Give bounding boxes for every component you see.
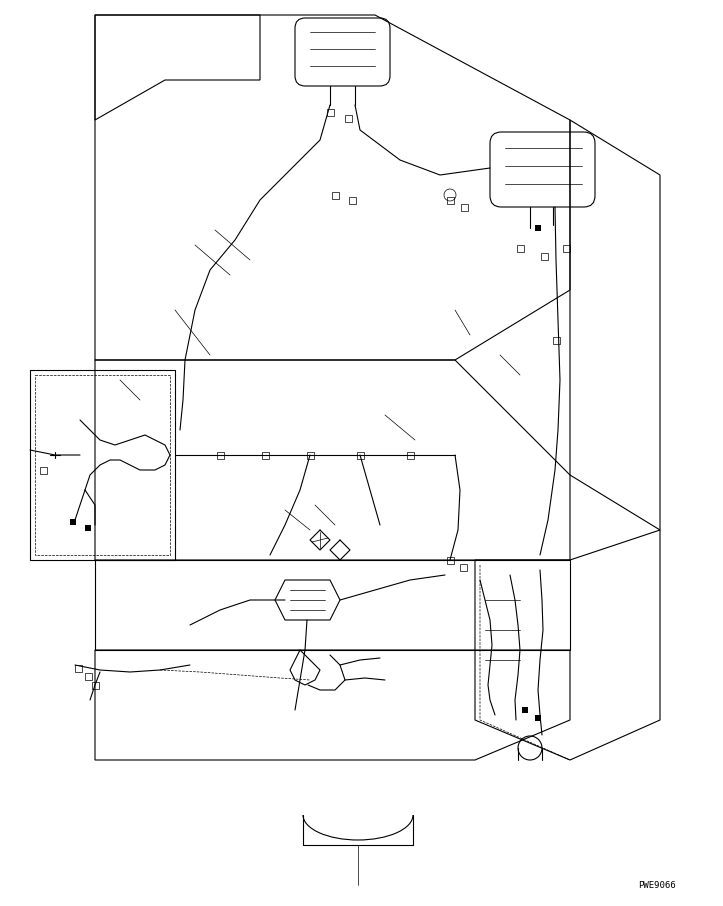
Bar bbox=[447, 197, 453, 204]
Bar bbox=[85, 672, 92, 680]
Bar bbox=[461, 204, 468, 210]
Bar bbox=[535, 715, 541, 721]
Bar bbox=[348, 197, 356, 204]
Text: PWE9066: PWE9066 bbox=[638, 881, 676, 890]
Bar bbox=[447, 556, 453, 564]
Bar bbox=[535, 225, 541, 231]
Bar bbox=[541, 253, 547, 259]
Bar bbox=[70, 519, 76, 525]
Bar bbox=[327, 109, 333, 115]
Bar bbox=[74, 664, 82, 671]
Bar bbox=[356, 451, 364, 458]
Bar bbox=[307, 451, 314, 458]
Bar bbox=[332, 191, 338, 198]
Bar bbox=[92, 681, 98, 689]
Bar bbox=[562, 245, 570, 252]
Bar bbox=[516, 245, 523, 252]
Bar bbox=[40, 467, 46, 474]
Bar bbox=[344, 114, 351, 121]
Bar bbox=[406, 451, 414, 458]
Bar bbox=[522, 707, 528, 713]
Bar bbox=[262, 451, 268, 458]
Bar bbox=[552, 336, 560, 343]
Bar bbox=[85, 525, 91, 531]
Bar bbox=[460, 564, 466, 571]
Bar bbox=[216, 451, 223, 458]
